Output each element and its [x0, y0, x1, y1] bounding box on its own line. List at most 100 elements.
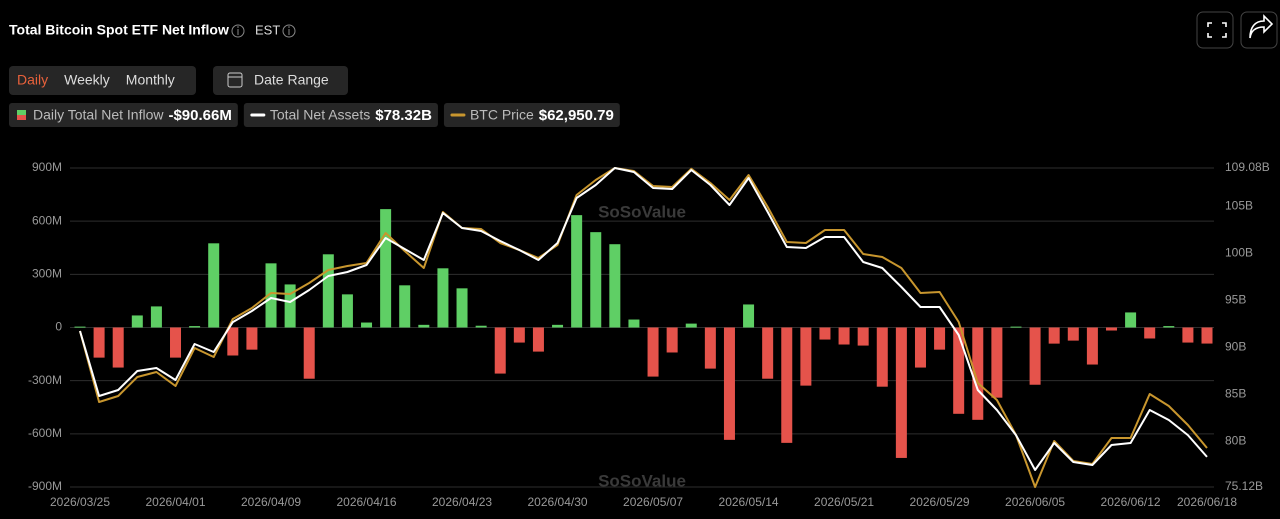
bar: [723, 327, 735, 440]
bar: [170, 327, 182, 358]
y2-tick-label: 100B: [1225, 245, 1253, 259]
bar: [609, 244, 621, 328]
y-tick-label: 300M: [32, 267, 62, 281]
bar: [1105, 327, 1117, 331]
legend-item[interactable]: Total Net Assets $78.32B: [243, 103, 438, 127]
bar: [781, 327, 793, 443]
bar: [437, 268, 449, 328]
bar: [131, 315, 143, 328]
x-tick-label: 2026/04/01: [145, 495, 205, 509]
legend-label: Total Net Assets: [270, 107, 370, 123]
x-tick-label: 2026/05/14: [719, 495, 779, 509]
period-tab[interactable]: Weekly: [64, 72, 110, 88]
bar: [1010, 326, 1022, 328]
bar: [552, 324, 564, 328]
bar: [590, 232, 602, 328]
bar: [1201, 327, 1213, 344]
bar: [208, 243, 220, 328]
y2-tick-label: 95B: [1225, 292, 1246, 306]
bar: [341, 294, 353, 328]
bar: [150, 306, 162, 328]
bar: [1086, 327, 1098, 365]
bar: [93, 327, 105, 358]
bar: [361, 322, 373, 328]
x-tick-label: 2026/06/18: [1177, 495, 1237, 509]
bar: [189, 326, 201, 328]
y-tick-label: -900M: [28, 479, 62, 493]
x-tick-label: 2026/06/05: [1005, 495, 1065, 509]
y2-tick-label: 85B: [1225, 386, 1246, 400]
bar: [685, 323, 697, 328]
period-tab[interactable]: Monthly: [126, 72, 175, 88]
bar: [1125, 312, 1137, 328]
bar: [322, 254, 334, 328]
y2-tick-label: 109.08B: [1225, 160, 1270, 174]
x-tick-label: 2026/05/07: [623, 495, 683, 509]
bar: [991, 327, 1003, 398]
x-tick-label: 2026/04/09: [241, 495, 301, 509]
bar: [571, 215, 583, 328]
y2-tick-label: 90B: [1225, 339, 1246, 353]
date-range-label[interactable]: Date Range: [254, 72, 329, 88]
bar: [1182, 327, 1194, 343]
bar: [972, 327, 984, 420]
fullscreen-button[interactable]: [1196, 11, 1234, 49]
bar: [494, 327, 506, 374]
legend-swatch: [17, 115, 26, 120]
bar: [628, 319, 640, 328]
bar: [399, 285, 411, 328]
bar: [743, 304, 755, 328]
legend-pill: [443, 103, 620, 127]
bar: [303, 327, 315, 379]
legend-label: BTC Price: [470, 107, 534, 123]
bar: [1163, 326, 1175, 328]
legend-value: $62,950.79: [539, 107, 614, 124]
date-range-button[interactable]: Date Range: [213, 66, 348, 95]
bar: [800, 327, 812, 386]
x-tick-label: 2026/03/25: [50, 495, 110, 509]
watermark: SoSoValue: [598, 202, 686, 221]
x-tick-label: 2026/06/12: [1101, 495, 1161, 509]
x-tick-label: 2026/04/30: [528, 495, 588, 509]
period-tabs: [9, 66, 196, 95]
x-tick-label: 2026/04/23: [432, 495, 492, 509]
bar: [857, 327, 869, 346]
info-icon[interactable]: [282, 24, 296, 38]
legend-item[interactable]: BTC Price $62,950.79: [443, 103, 620, 127]
bar: [284, 284, 296, 328]
y2-tick-label: 80B: [1225, 433, 1246, 447]
y2-tick-label: 105B: [1225, 198, 1253, 212]
bar: [532, 327, 544, 352]
bar: [227, 327, 239, 356]
y-tick-label: 600M: [32, 213, 62, 227]
bar: [1144, 327, 1156, 339]
bar: [456, 288, 468, 328]
bar: [1067, 327, 1079, 341]
x-tick-label: 2026/05/29: [910, 495, 970, 509]
legend-value: $78.32B: [375, 107, 432, 124]
info-icon[interactable]: [231, 24, 245, 38]
bar: [876, 327, 888, 387]
y-tick-label: 0: [55, 320, 62, 334]
chart-title: Total Bitcoin Spot ETF Net Inflow: [9, 22, 229, 38]
bar: [914, 327, 926, 368]
bar: [1029, 327, 1041, 385]
timezone: EST: [255, 22, 280, 37]
bar: [265, 263, 277, 328]
legend-pill: [9, 103, 238, 127]
bar: [704, 327, 716, 369]
y2-tick-label: 75.12B: [1225, 479, 1263, 493]
legend-pill: [243, 103, 438, 127]
period-tab[interactable]: Daily: [17, 72, 48, 88]
legend-swatch: [17, 110, 26, 115]
bar: [819, 327, 831, 340]
bar: [666, 327, 678, 353]
x-tick-label: 2026/04/16: [336, 495, 396, 509]
line: [79, 167, 1208, 471]
legend-item[interactable]: Daily Total Net Inflow -$90.66M: [9, 103, 238, 127]
bar: [418, 324, 430, 328]
y-tick-label: 900M: [32, 160, 62, 174]
share-button[interactable]: [1240, 11, 1278, 49]
